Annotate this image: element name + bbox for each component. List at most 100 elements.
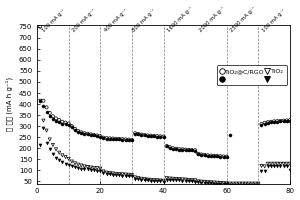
Point xyxy=(126,138,131,142)
Point xyxy=(136,176,141,180)
Point xyxy=(177,178,182,181)
Point xyxy=(95,167,100,170)
Point xyxy=(174,147,178,150)
Point xyxy=(206,154,210,157)
Point xyxy=(92,133,96,137)
Point xyxy=(66,123,71,127)
Point xyxy=(79,167,84,170)
Point xyxy=(196,153,201,156)
Point xyxy=(41,127,46,130)
Point xyxy=(262,169,267,173)
Point xyxy=(287,119,292,122)
Point xyxy=(152,135,156,138)
Text: 1600 mA g⁻¹: 1600 mA g⁻¹ xyxy=(167,6,194,33)
Point xyxy=(186,180,191,183)
Point xyxy=(92,166,96,170)
Point xyxy=(95,134,100,137)
Point xyxy=(215,182,220,185)
Point xyxy=(183,179,188,183)
Point xyxy=(266,121,270,124)
Point xyxy=(266,121,270,124)
Point xyxy=(117,138,122,141)
Point xyxy=(284,164,289,168)
Point xyxy=(114,174,118,177)
Point xyxy=(41,99,46,102)
Point xyxy=(101,136,106,139)
Point xyxy=(110,137,115,141)
Point xyxy=(202,153,207,156)
Point xyxy=(275,120,280,123)
Point xyxy=(253,183,258,186)
Point xyxy=(57,151,62,154)
Point xyxy=(243,183,248,186)
Point xyxy=(161,135,166,139)
Point xyxy=(73,127,77,130)
Point xyxy=(240,183,245,186)
Point xyxy=(98,167,103,170)
Point xyxy=(133,132,137,135)
Point xyxy=(256,183,261,186)
Text: 100 mA g⁻¹: 100 mA g⁻¹ xyxy=(262,8,286,33)
Point xyxy=(190,149,194,152)
Point xyxy=(133,177,137,180)
Point xyxy=(50,152,55,155)
Point xyxy=(145,179,150,182)
Point xyxy=(227,133,232,137)
Point xyxy=(234,182,239,185)
Point xyxy=(167,178,172,181)
Point xyxy=(136,132,141,135)
Point xyxy=(158,180,163,183)
Point xyxy=(114,172,118,175)
Point xyxy=(190,178,194,182)
Point xyxy=(158,135,163,138)
Point xyxy=(171,147,176,150)
Point xyxy=(240,182,245,185)
Point xyxy=(161,180,166,183)
Point xyxy=(208,154,213,157)
Point xyxy=(107,137,112,140)
Point xyxy=(278,120,283,123)
Point xyxy=(76,129,81,133)
Point xyxy=(281,119,286,122)
Point xyxy=(237,183,242,186)
Point xyxy=(268,121,273,124)
Point xyxy=(231,182,236,185)
Point xyxy=(82,165,87,168)
Point xyxy=(272,120,277,123)
Point xyxy=(259,123,264,127)
Point xyxy=(167,146,172,149)
Point xyxy=(92,134,96,137)
Point xyxy=(88,168,93,171)
Point xyxy=(180,179,185,182)
Point xyxy=(133,132,137,135)
Point xyxy=(79,132,84,135)
Point xyxy=(76,167,81,170)
Point xyxy=(206,154,210,157)
Point xyxy=(275,164,280,168)
Point xyxy=(41,105,46,108)
Point xyxy=(237,182,242,185)
Point xyxy=(110,173,115,176)
Point xyxy=(227,182,232,185)
Point xyxy=(180,178,185,181)
Point xyxy=(85,165,90,169)
Point xyxy=(126,138,131,141)
Point xyxy=(180,148,185,151)
Point xyxy=(212,182,217,185)
Point xyxy=(117,174,122,177)
Point xyxy=(145,134,150,137)
Point xyxy=(193,149,197,152)
Point xyxy=(98,135,103,138)
Point xyxy=(196,152,201,155)
Point xyxy=(268,164,273,168)
Point xyxy=(54,148,58,151)
Point xyxy=(278,164,283,168)
Point xyxy=(243,182,248,185)
Point xyxy=(262,121,267,124)
Point xyxy=(60,154,65,157)
Point xyxy=(85,168,90,171)
Point xyxy=(54,119,58,122)
Point xyxy=(272,120,277,123)
Point xyxy=(247,182,251,185)
Point xyxy=(262,122,267,125)
